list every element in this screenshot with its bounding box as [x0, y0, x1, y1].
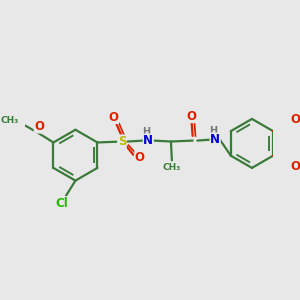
Text: CH₃: CH₃ [163, 164, 181, 172]
Text: O: O [291, 113, 300, 126]
Text: N: N [143, 134, 153, 147]
Text: S: S [118, 135, 126, 148]
Text: O: O [135, 151, 145, 164]
Text: O: O [109, 110, 118, 124]
Text: O: O [187, 110, 197, 123]
Text: N: N [210, 133, 220, 146]
Text: CH₃: CH₃ [0, 116, 19, 125]
Text: O: O [291, 160, 300, 173]
Text: Cl: Cl [56, 197, 69, 210]
Text: H: H [142, 127, 151, 137]
Text: H: H [209, 126, 217, 136]
Text: O: O [34, 120, 44, 133]
